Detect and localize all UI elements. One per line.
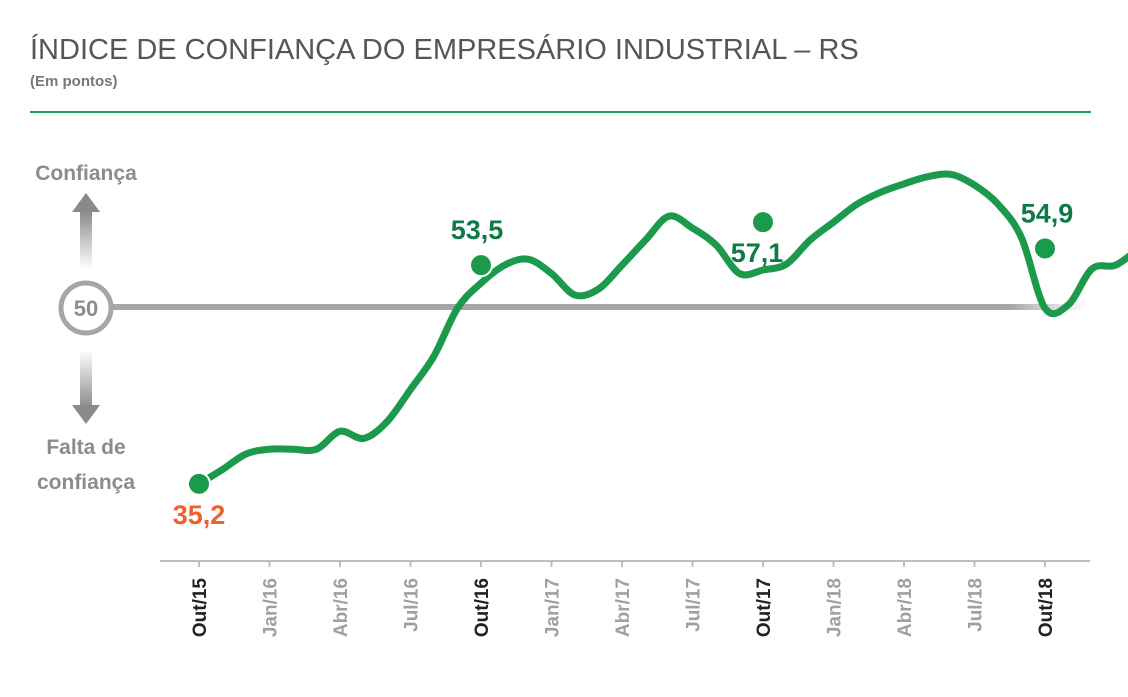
x-tick-label: Abr/17 — [613, 578, 634, 637]
x-tick-label: Jul/18 — [966, 578, 987, 632]
highlight-labels: 35,2 53,5 57,1 54,9 — [173, 198, 1074, 529]
highlight-value-label: 35,2 — [173, 500, 226, 530]
x-tick-label: Out/15 — [190, 578, 211, 638]
neutral-circle — [58, 280, 114, 336]
x-tick-label: Abr/18 — [895, 578, 916, 637]
x-tick-label: Out/17 — [754, 578, 775, 637]
highlight-value-label: 53,5 — [451, 215, 504, 245]
chart-subtitle: (Em pontos) — [30, 73, 118, 90]
x-tick-label: Out/18 — [1036, 578, 1057, 637]
highlight-marker — [1033, 236, 1057, 261]
x-tick-label: Abr/16 — [331, 578, 352, 637]
x-tick-label: Jan/17 — [543, 578, 564, 637]
no-confidence-label-line2: confiança — [36, 471, 136, 494]
x-tick-label: Jan/18 — [825, 578, 846, 637]
x-tick-label: Jul/17 — [684, 578, 705, 632]
title-rule — [30, 111, 1091, 113]
arrow-up-icon — [72, 193, 100, 269]
arrow-down-icon — [72, 350, 100, 424]
x-tick-label: Jul/16 — [402, 578, 423, 632]
confidence-label: Confiança — [35, 162, 137, 185]
highlight-value-label: 54,9 — [1021, 198, 1074, 228]
x-tick-label: Out/16 — [472, 578, 493, 637]
highlight-marker — [187, 471, 211, 496]
x-axis-ticks: Out/15 Jan/16 Abr/16 Jul/16 Out/16 Jan/17 Abr/… — [190, 561, 1057, 637]
highlight-value-label: 57,1 — [731, 238, 784, 268]
highlight-marker — [469, 253, 493, 278]
highlight-marker — [751, 210, 775, 235]
x-tick-label: Jan/16 — [261, 578, 282, 637]
neutral-value: 50 — [74, 296, 98, 321]
neutral-baseline — [112, 304, 1087, 310]
chart-title: ÍNDICE DE CONFIANÇA DO EMPRESÁRIO INDUST… — [30, 34, 859, 66]
highlight-markers — [187, 210, 1057, 496]
no-confidence-label-line1: Falta de — [46, 436, 126, 459]
series-line — [195, 170, 1128, 488]
